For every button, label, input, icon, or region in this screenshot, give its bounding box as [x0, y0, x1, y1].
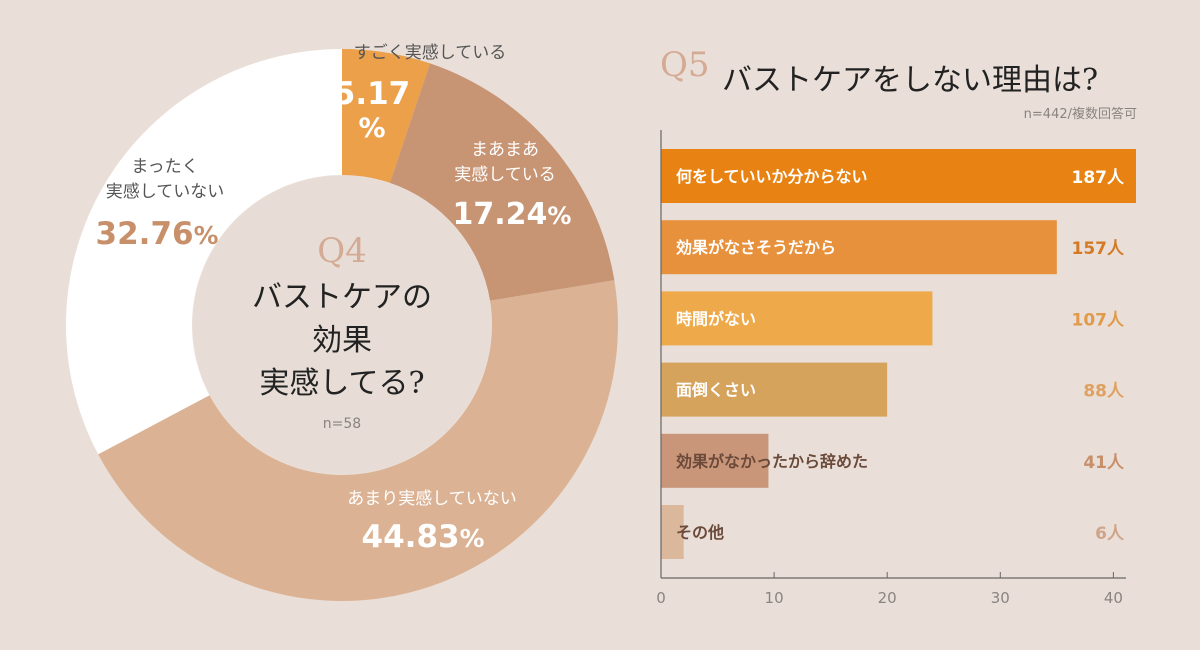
x-tick-label-0: 0	[656, 589, 666, 607]
donut-slice-2	[98, 280, 618, 601]
q4-title-line: バストケアの	[252, 280, 432, 315]
q5-sample-size: n=442/複数回答可	[1024, 106, 1137, 122]
slice-value-number: 44.83	[362, 519, 460, 555]
q5-number: Q5	[660, 45, 710, 85]
slice-value-number: 17.24	[453, 197, 548, 232]
bar-label-1: 効果がなさそうだから	[676, 238, 836, 257]
slice-value-2: 44.83%	[362, 519, 485, 555]
bar-1	[661, 220, 1057, 275]
bar-3	[661, 362, 888, 417]
x-tick-label-2: 20	[878, 589, 897, 607]
bar-label-2: 時間がない	[676, 309, 756, 328]
slice-value-0: 5.17	[334, 76, 411, 112]
slice-value-unit: %	[547, 202, 571, 230]
q4-title-line: 実感してる?	[259, 366, 424, 401]
bar-label-4: 効果がなかったから辞めた	[676, 452, 868, 471]
slice-label-1: まあまあ	[471, 140, 539, 160]
slice-label-3: 実感していない	[106, 182, 225, 202]
slice-value-number: 32.76	[96, 216, 194, 252]
bar-value-2: 107人	[1072, 310, 1125, 330]
slice-label-0: すごく実感している	[354, 43, 507, 63]
bar-2	[661, 291, 933, 346]
bar-label-3: 面倒くさい	[676, 381, 756, 400]
q4-sample-size: n=58	[323, 416, 361, 432]
slice-label-1: 実感している	[454, 165, 556, 185]
q4-number: Q4	[317, 231, 367, 271]
x-tick-label-4: 40	[1104, 589, 1123, 607]
x-tick-label-3: 30	[991, 589, 1010, 607]
donut-hole	[193, 176, 491, 474]
q5-title: バストケアをしない理由は?	[722, 63, 1098, 98]
bar-value-1: 157人	[1072, 239, 1125, 259]
bar-5	[661, 505, 684, 559]
bar-label-0: 何をしていいか分からない	[676, 167, 868, 186]
slice-label-2: あまり実感していない	[347, 489, 517, 509]
slice-value-3: 32.76%	[96, 216, 219, 252]
bar-value-4: 41人	[1083, 453, 1125, 473]
q4-title-line: 効果	[312, 323, 372, 358]
bar-0	[661, 149, 1136, 203]
donut-slice-0	[342, 49, 431, 183]
donut-slice-3	[65, 49, 342, 455]
bar-value-5: 6人	[1095, 524, 1125, 544]
x-tick-label-1: 10	[765, 589, 784, 607]
slice-label-3: まったく	[131, 157, 198, 177]
slice-value-unit: %	[460, 524, 485, 553]
slice-value-1: 17.24%	[453, 197, 572, 232]
donut-slice-1	[389, 63, 615, 301]
slice-unit-0: %	[358, 113, 385, 144]
bar-label-5: その他	[676, 523, 724, 542]
bar-value-0: 187人	[1072, 168, 1125, 188]
slice-value-unit: %	[194, 221, 219, 250]
bar-4	[661, 433, 769, 488]
bar-value-3: 88人	[1083, 382, 1125, 402]
